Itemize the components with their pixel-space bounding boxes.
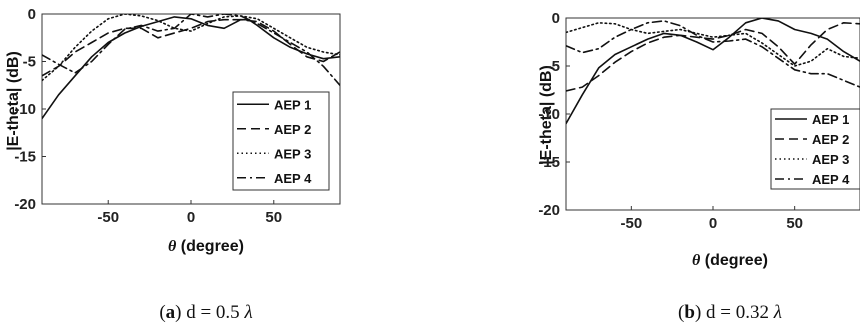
x-axis-label: θ (degree) xyxy=(168,238,244,255)
x-tick-label: 50 xyxy=(265,209,282,226)
legend-label: AEP 2 xyxy=(812,132,849,147)
x-tick-label: 0 xyxy=(709,215,717,232)
y-tick-label: 0 xyxy=(28,6,36,23)
series-line-aep-1 xyxy=(566,18,860,125)
y-tick-label: -15 xyxy=(14,149,36,166)
series-line-aep-4 xyxy=(566,20,860,88)
y-tick-label: -5 xyxy=(547,58,560,75)
panel-caption: (a) d = 0.5 λ xyxy=(159,302,252,323)
series-line-aep-2 xyxy=(42,18,340,77)
x-tick-label: 0 xyxy=(187,209,195,226)
legend-label: AEP 1 xyxy=(274,97,311,112)
y-axis-label: |E-theta| (dB) xyxy=(538,65,555,165)
y-tick-label: 0 xyxy=(552,10,560,27)
x-tick-label: -50 xyxy=(620,215,642,232)
series-line-aep-2 xyxy=(566,22,860,92)
chart-panel-b: |E-theta| (dB) θ (degree) (b) d = 0.32 λ… xyxy=(538,10,860,323)
chart-panel-a: |E-theta| (dB) θ (degree) (a) d = 0.5 λ … xyxy=(5,6,341,323)
x-axis-label: θ (degree) xyxy=(692,252,768,269)
legend xyxy=(770,108,860,190)
y-axis-label: |E-theta| (dB) xyxy=(5,51,22,151)
series-line-aep-4 xyxy=(42,14,340,87)
legend-label: AEP 3 xyxy=(274,146,311,161)
y-tick-label: -10 xyxy=(14,101,36,118)
legend-label: AEP 2 xyxy=(274,122,311,137)
x-tick-label: 50 xyxy=(786,215,803,232)
y-tick-label: -15 xyxy=(538,154,560,171)
y-tick-label: -20 xyxy=(538,202,560,219)
series-line-aep-3 xyxy=(566,22,860,67)
legend-label: AEP 3 xyxy=(812,152,849,167)
series-line-aep-1 xyxy=(42,16,340,120)
legend-label: AEP 1 xyxy=(812,112,849,127)
y-tick-label: -20 xyxy=(14,196,36,213)
legend-label: AEP 4 xyxy=(274,171,312,186)
legend xyxy=(232,91,330,191)
y-tick-label: -10 xyxy=(538,106,560,123)
legend-label: AEP 4 xyxy=(812,172,850,187)
y-tick-label: -5 xyxy=(23,54,36,71)
series-line-aep-3 xyxy=(42,14,340,82)
x-tick-label: -50 xyxy=(97,209,119,226)
panel-caption: (b) d = 0.32 λ xyxy=(678,302,782,323)
